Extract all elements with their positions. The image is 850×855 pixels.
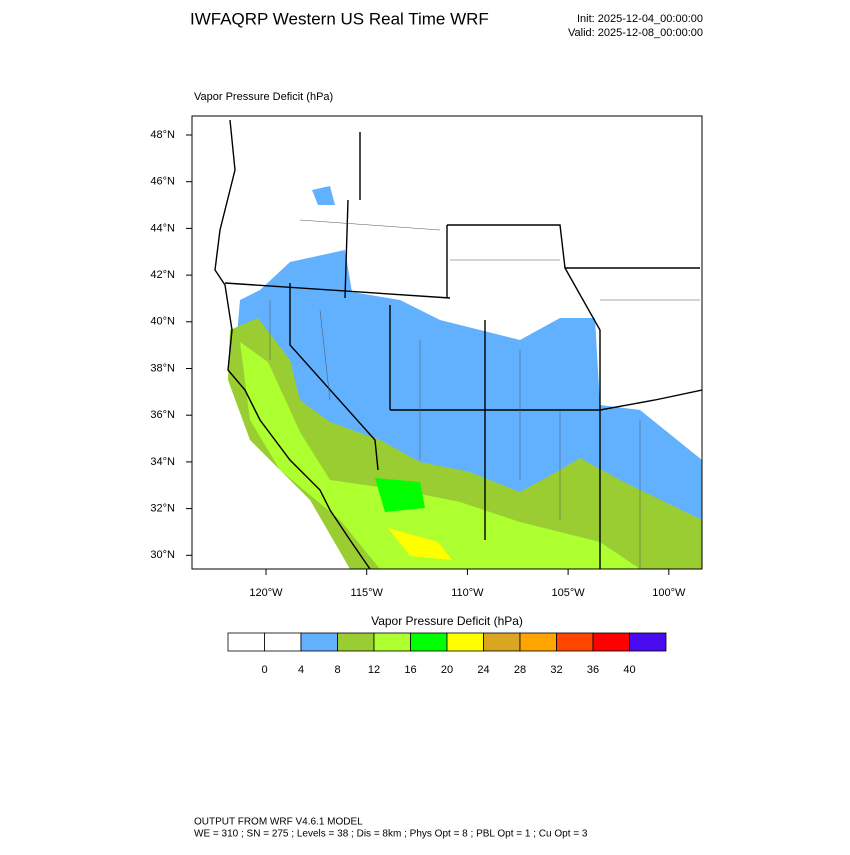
- lat-label: 32°N: [150, 503, 175, 515]
- colorbar-label: 4: [298, 664, 304, 676]
- colorbar-label: 40: [623, 664, 635, 676]
- valid-time: Valid: 2025-12-08_00:00:00: [568, 27, 703, 39]
- colorbar-box: [592, 632, 630, 652]
- colorbar-label: 0: [261, 664, 267, 676]
- colorbar-label: 16: [404, 664, 416, 676]
- colorbar-label: 28: [514, 664, 526, 676]
- lat-label: 30°N: [150, 549, 175, 561]
- lon-label: 105°W: [552, 587, 586, 599]
- map: [192, 116, 702, 569]
- colorbar-box: [227, 632, 265, 652]
- colorbar-label: 8: [334, 664, 340, 676]
- lat-label: 40°N: [150, 316, 175, 328]
- lon-label: 120°W: [249, 587, 283, 599]
- colorbar-box: [446, 632, 484, 652]
- lon-label: 115°W: [351, 587, 384, 599]
- colorbar-box: [337, 632, 375, 652]
- lat-label: 46°N: [150, 176, 175, 188]
- colorbar-label: 12: [368, 664, 380, 676]
- title: IWFAQRP Western US Real Time WRF: [190, 9, 489, 28]
- colorbar-box: [410, 632, 448, 652]
- colorbar-box: [373, 632, 411, 652]
- colorbar-box: [300, 632, 338, 652]
- map-title: Vapor Pressure Deficit (hPa): [194, 91, 333, 103]
- colorbar-box: [629, 632, 667, 652]
- lat-label: 44°N: [150, 222, 175, 234]
- map-frame: [191, 115, 703, 570]
- colorbar-label: 36: [587, 664, 599, 676]
- lon-label: 110°W: [451, 587, 484, 599]
- colorbar-label: 20: [441, 664, 453, 676]
- colorbar-label: 32: [550, 664, 562, 676]
- init-time: Init: 2025-12-04_00:00:00: [577, 13, 703, 25]
- colorbar-label: 24: [477, 664, 489, 676]
- lat-label: 42°N: [150, 269, 175, 281]
- footer-line: OUTPUT FROM WRF V4.6.1 MODEL: [194, 817, 363, 828]
- lat-label: 48°N: [150, 129, 175, 141]
- colorbar-title: Vapor Pressure Deficit (hPa): [371, 614, 523, 628]
- lat-label: 36°N: [150, 409, 175, 421]
- colorbar-box: [264, 632, 302, 652]
- lon-label: 100°W: [652, 587, 686, 599]
- colorbar-box: [483, 632, 521, 652]
- footer-line: WE = 310 ; SN = 275 ; Levels = 38 ; Dis …: [194, 829, 588, 840]
- lat-label: 34°N: [150, 456, 175, 468]
- colorbar-box: [556, 632, 594, 652]
- colorbar-box: [519, 632, 557, 652]
- lat-label: 38°N: [150, 362, 175, 374]
